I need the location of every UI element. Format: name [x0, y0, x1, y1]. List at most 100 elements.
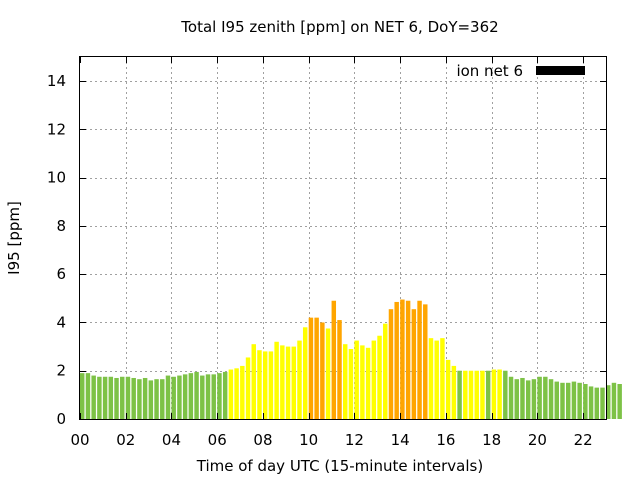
bar — [171, 376, 176, 419]
bar — [560, 382, 565, 419]
bar — [543, 376, 548, 419]
bar — [606, 385, 611, 419]
bar — [131, 377, 136, 419]
bar — [400, 299, 405, 419]
y-tick-label: 14 — [47, 72, 66, 90]
bar — [114, 377, 119, 419]
legend-swatch — [536, 66, 585, 75]
bar — [365, 347, 371, 419]
bar — [480, 370, 485, 419]
bar — [148, 380, 154, 419]
bar — [182, 374, 188, 419]
bar — [217, 373, 222, 419]
bar — [377, 335, 382, 419]
y-tick-label: 0 — [56, 410, 66, 428]
bar — [383, 323, 388, 419]
bar — [388, 309, 394, 419]
bar — [508, 376, 514, 419]
bar — [354, 340, 359, 419]
y-tick-label: 10 — [47, 169, 66, 187]
bar — [274, 341, 279, 419]
x-tick-label: 20 — [528, 431, 547, 449]
bar — [211, 374, 216, 419]
bar — [125, 376, 131, 419]
bar — [565, 382, 571, 419]
chart-title: Total I95 zenith [ppm] on NET 6, DoY=362 — [180, 18, 498, 36]
y-tick-label: 8 — [56, 217, 66, 235]
bar — [320, 322, 325, 419]
bar — [222, 371, 228, 419]
bar — [457, 370, 462, 419]
bar — [142, 377, 148, 419]
y-tick-labels: 0 2 4 6 8 10 12 14 — [47, 72, 66, 428]
x-tick-labels: 00 02 04 06 08 10 12 14 16 18 20 22 — [70, 431, 592, 449]
bar — [331, 300, 337, 419]
axis-ticks — [80, 57, 606, 420]
bar — [108, 376, 114, 419]
bar — [137, 379, 142, 419]
bar — [325, 328, 331, 419]
bar — [485, 370, 491, 419]
x-tick-label: 16 — [436, 431, 455, 449]
bar — [405, 300, 411, 419]
bar — [194, 371, 199, 419]
y-tick-label: 2 — [56, 362, 66, 380]
x-tick-label: 18 — [482, 431, 501, 449]
bar — [102, 376, 108, 419]
bar — [531, 379, 537, 419]
bar — [257, 350, 262, 419]
bar — [417, 300, 422, 419]
bar — [537, 376, 542, 419]
x-tick-label: 22 — [574, 431, 593, 449]
bar — [451, 365, 457, 419]
x-tick-label: 08 — [253, 431, 272, 449]
bar — [514, 379, 519, 419]
x-tick-label: 14 — [391, 431, 410, 449]
bar — [165, 375, 171, 419]
bar — [371, 340, 377, 419]
bar — [262, 351, 268, 419]
bar — [360, 345, 365, 419]
bar — [308, 317, 314, 419]
bar — [234, 368, 239, 419]
bar — [240, 365, 245, 419]
bar — [548, 379, 554, 419]
bar — [97, 376, 102, 419]
y-tick-label: 4 — [56, 313, 66, 331]
bars — [80, 299, 622, 419]
bar — [428, 338, 434, 419]
plot-frame — [79, 56, 607, 420]
bar — [177, 375, 182, 419]
y-tick-label: 6 — [56, 265, 66, 283]
bar — [154, 379, 159, 419]
bar — [245, 357, 251, 419]
bar — [571, 381, 577, 419]
bar — [468, 370, 474, 419]
bar — [348, 349, 354, 419]
bar — [160, 379, 165, 419]
bar — [80, 373, 85, 419]
bar — [491, 369, 497, 419]
bar — [343, 344, 348, 419]
bar — [85, 373, 91, 419]
bar — [445, 359, 451, 419]
bar — [205, 374, 211, 419]
bar — [423, 304, 428, 419]
bar — [91, 375, 96, 419]
bar — [503, 370, 508, 419]
bar — [228, 369, 234, 419]
bar — [200, 375, 205, 419]
bar — [474, 370, 479, 419]
bar — [280, 345, 285, 419]
bar — [583, 384, 588, 419]
bar — [268, 351, 274, 419]
bar — [600, 387, 605, 419]
bar — [611, 382, 617, 419]
x-tick-label: 06 — [208, 431, 227, 449]
bar — [337, 320, 342, 419]
bar — [285, 346, 291, 419]
bar — [394, 301, 399, 419]
bar — [525, 380, 531, 419]
